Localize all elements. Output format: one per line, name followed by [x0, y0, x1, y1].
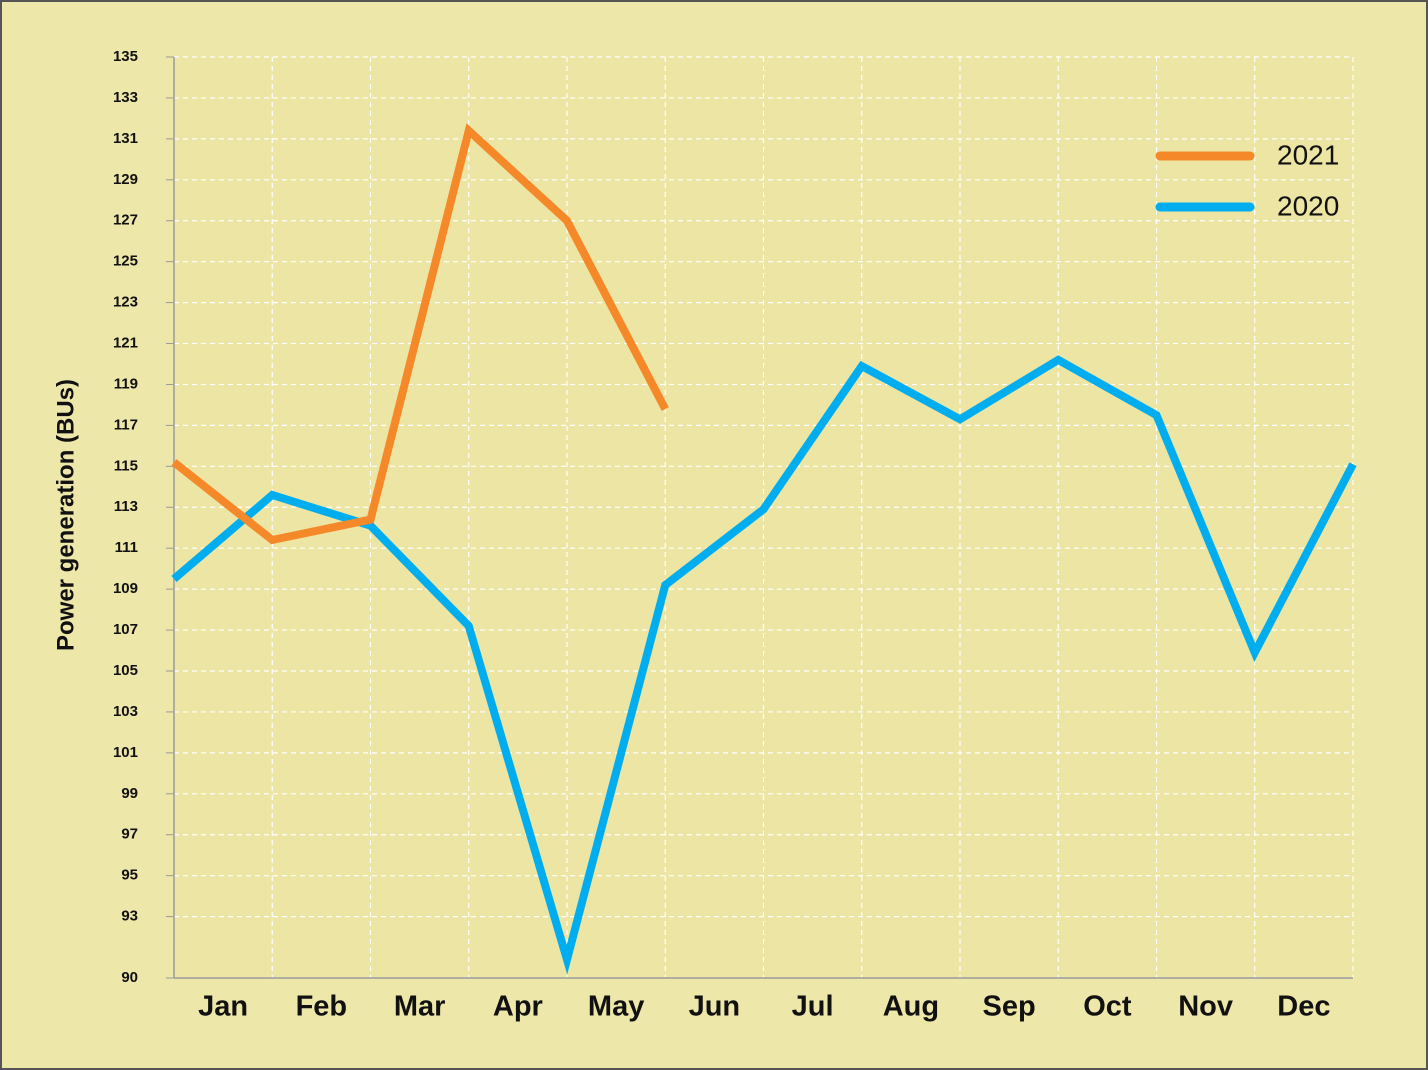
y-tick-label: 133	[113, 89, 138, 106]
x-tick-label: May	[588, 991, 644, 1023]
x-tick-label: Sep	[983, 991, 1036, 1023]
y-tick-label: 107	[113, 621, 138, 638]
legend-label: 2021	[1277, 139, 1339, 170]
x-tick-label: Apr	[493, 991, 543, 1023]
x-tick-label: Aug	[883, 991, 939, 1023]
x-tick-label: Nov	[1178, 991, 1233, 1023]
y-tick-label: 135	[113, 48, 138, 65]
y-tick-label: 129	[113, 171, 138, 188]
x-tick-label: Jan	[198, 991, 248, 1023]
y-tick-label: 97	[121, 826, 138, 843]
y-tick-label: 127	[113, 212, 138, 229]
y-tick-label: 105	[113, 662, 138, 679]
x-tick-label: Dec	[1277, 991, 1330, 1023]
y-tick-label: 95	[121, 867, 138, 884]
x-tick-label: Oct	[1083, 991, 1132, 1023]
y-tick-label: 119	[114, 375, 138, 392]
x-tick-label: Feb	[296, 991, 348, 1023]
y-tick-label: 117	[114, 416, 138, 433]
y-tick-label: 115	[114, 457, 138, 474]
y-tick-label: 113	[114, 498, 138, 515]
y-tick-label: 123	[113, 294, 138, 311]
y-tick-label: 93	[121, 908, 138, 925]
y-tick-label: 111	[115, 539, 138, 556]
y-tick-label: 125	[113, 253, 138, 270]
legend-label: 2020	[1277, 190, 1339, 221]
y-tick-label: 90	[121, 969, 138, 986]
y-tick-label: 103	[113, 703, 138, 720]
line-series	[171, 355, 1357, 975]
y-tick-label: 121	[113, 335, 138, 352]
y-tick-label: 101	[113, 744, 138, 761]
y-axis-label: Power generation (BUs)	[52, 379, 79, 651]
y-tick-label: 109	[113, 580, 138, 597]
x-tick-label: Jun	[689, 991, 741, 1023]
x-tick-label: Mar	[394, 991, 446, 1023]
y-tick-label: 99	[121, 785, 138, 802]
x-tick-label: Jul	[792, 991, 834, 1023]
line-series	[171, 123, 669, 545]
y-tick-label: 131	[113, 130, 138, 147]
